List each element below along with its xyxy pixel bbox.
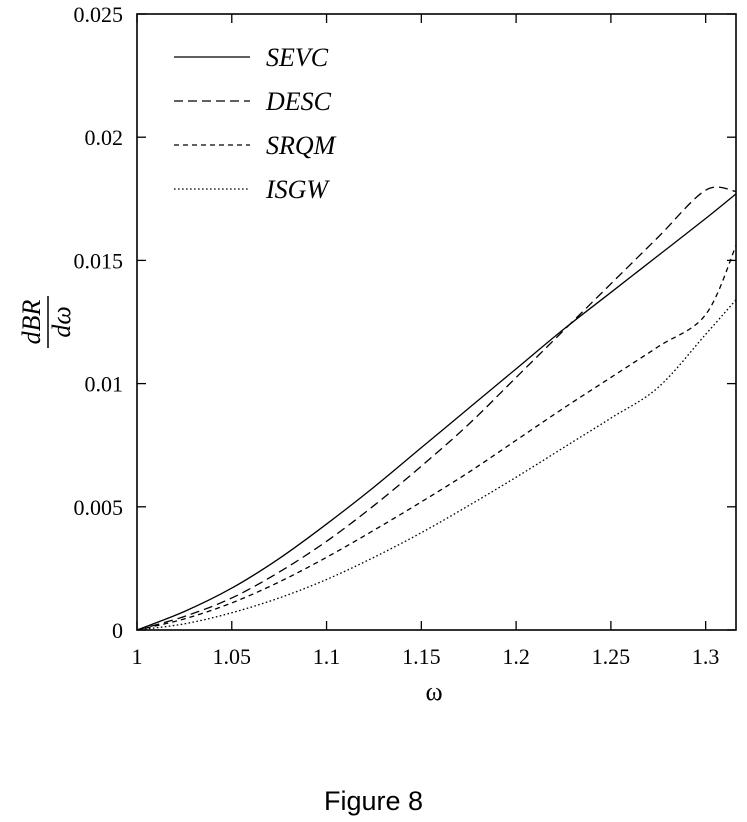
y-axis-label-numerator: dBR — [17, 300, 46, 345]
legend-label-desc: DESC — [265, 87, 332, 116]
x-tick-label: 1.15 — [402, 644, 441, 669]
y-axis: 0 0.005 0.01 0.015 0.02 0.025 — [74, 2, 736, 643]
x-tick-label: 1.1 — [313, 644, 341, 669]
x-tick-label: 1.25 — [592, 644, 631, 669]
x-tick-label: 1.2 — [502, 644, 530, 669]
legend-label-srqm: SRQM — [266, 131, 337, 160]
line-chart: 1 1.05 1.1 1.15 1.2 1.25 1.3 0 0.005 0.01 0.015 0.… — [17, 2, 737, 706]
x-axis-label: ω — [425, 677, 442, 706]
y-tick-label: 0.005 — [74, 495, 124, 520]
x-tick-label: 1.3 — [692, 644, 720, 669]
x-tick-label: 1.05 — [213, 644, 252, 669]
series-lines — [136, 186, 737, 631]
y-tick-label: 0.025 — [74, 2, 124, 27]
y-tick-label: 0.015 — [74, 248, 124, 273]
y-tick-label: 0 — [112, 618, 123, 643]
legend: SEVC DESC SRQM ISGW — [174, 43, 337, 204]
legend-label-sevc: SEVC — [266, 43, 329, 72]
legend-label-isgw: ISGW — [265, 175, 330, 204]
x-tick-label: 1 — [132, 644, 143, 669]
series-line-srqm — [136, 245, 737, 631]
series-line-sevc — [136, 193, 737, 631]
plot-border — [136, 13, 737, 631]
figure-caption: Figure 8 — [323, 786, 424, 816]
series-line-isgw — [136, 299, 737, 631]
y-axis-label-denominator: dω — [47, 306, 76, 337]
plot-frame — [136, 13, 737, 631]
series-line-desc — [136, 186, 737, 631]
y-axis-label: dBR dω — [17, 296, 76, 348]
y-tick-label: 0.01 — [85, 372, 124, 397]
y-tick-label: 0.02 — [85, 125, 124, 150]
x-axis: 1 1.05 1.1 1.15 1.2 1.25 1.3 — [132, 14, 720, 669]
